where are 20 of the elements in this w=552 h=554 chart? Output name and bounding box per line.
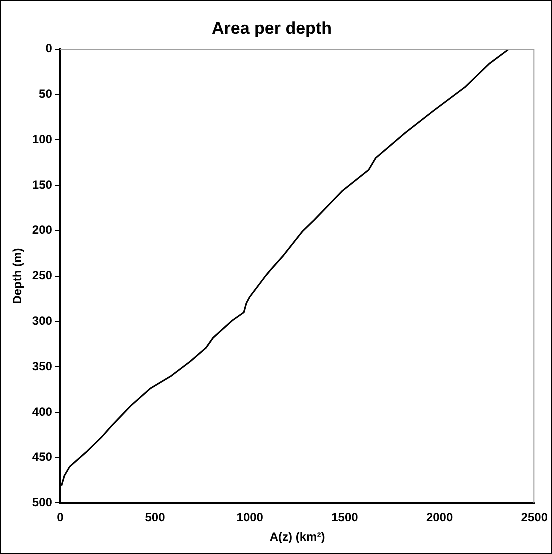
y-axis-title: Depth (m) [10, 248, 25, 304]
y-tick-label: 150 [32, 178, 53, 192]
x-tick-label: 2500 [521, 510, 548, 525]
x-axis-title: A(z) (km²) [270, 530, 326, 544]
y-tick-label: 500 [32, 496, 53, 510]
x-tick-label: 0 [57, 510, 64, 525]
y-tick-label: 300 [32, 314, 53, 328]
y-tick-label: 450 [32, 450, 53, 464]
x-tick-label: 500 [145, 510, 166, 525]
chart-title: Area per depth [212, 18, 332, 38]
y-tick-label: 350 [32, 359, 53, 374]
y-tick-label: 100 [32, 132, 53, 146]
y-tick-label: 200 [32, 223, 53, 238]
y-tick-label: 0 [46, 42, 53, 56]
y-tick-label: 400 [32, 404, 53, 419]
x-tick-label: 2000 [426, 510, 454, 525]
y-tick-label: 50 [39, 87, 53, 102]
x-tick-label: 1000 [236, 510, 264, 525]
y-tick-label: 250 [32, 268, 53, 283]
x-tick-label: 1500 [332, 510, 359, 525]
